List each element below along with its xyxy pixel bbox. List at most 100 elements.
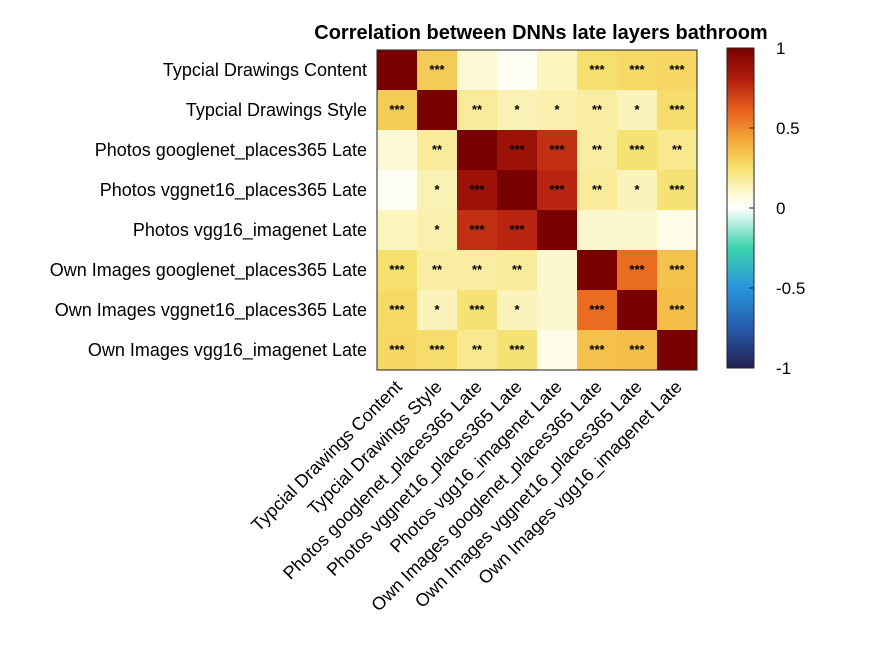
colorbar: 1 0.5 0 -0.5 -1 bbox=[726, 39, 805, 378]
significance-mark-6-3: * bbox=[514, 302, 520, 317]
heatmap-cell-6-7 bbox=[657, 290, 697, 330]
heatmap-cell-6-3 bbox=[497, 290, 537, 330]
heatmap-cell-1-5 bbox=[577, 90, 617, 130]
significance-mark-2-1: ** bbox=[432, 142, 443, 157]
significance-mark-7-5: *** bbox=[589, 342, 605, 357]
heatmap-cell-4-7 bbox=[657, 210, 697, 250]
heatmap-cell-3-4 bbox=[537, 170, 577, 210]
heatmap-cell-2-6 bbox=[617, 130, 657, 170]
heatmap-cell-4-3 bbox=[497, 210, 537, 250]
significance-mark-7-6: *** bbox=[629, 342, 645, 357]
significance-mark-1-2: ** bbox=[472, 102, 483, 117]
heatmap-cell-6-4 bbox=[537, 290, 577, 330]
significance-mark-7-3: *** bbox=[509, 342, 525, 357]
heatmap-cell-6-1 bbox=[417, 290, 457, 330]
significance-mark-3-6: * bbox=[634, 182, 640, 197]
significance-mark-6-2: *** bbox=[469, 302, 485, 317]
significance-mark-3-2: *** bbox=[469, 182, 485, 197]
heatmap-cell-4-6 bbox=[617, 210, 657, 250]
significance-mark-1-7: *** bbox=[669, 102, 685, 117]
significance-mark-2-5: ** bbox=[592, 142, 603, 157]
significance-marks: *** *** *** ****** ** * * ** * ***** *** *** ** *** **… bbox=[389, 62, 685, 357]
heatmap-cell-3-7 bbox=[657, 170, 697, 210]
heatmap-cell-7-6 bbox=[617, 330, 657, 370]
heatmap-cell-5-0 bbox=[377, 250, 417, 290]
y-tick-label: Typcial Drawings Style bbox=[186, 100, 367, 120]
heatmap-frame bbox=[376, 49, 698, 371]
significance-mark-1-4: * bbox=[554, 102, 560, 117]
heatmap-cell-4-5 bbox=[577, 210, 617, 250]
heatmap-cell-7-4 bbox=[537, 330, 577, 370]
significance-mark-0-7: *** bbox=[669, 62, 685, 77]
heatmap-cell-5-4 bbox=[537, 250, 577, 290]
heatmap-cell-3-3 bbox=[497, 170, 537, 210]
heatmap-cell-1-1 bbox=[417, 90, 457, 130]
significance-mark-7-2: ** bbox=[472, 342, 483, 357]
significance-mark-4-3: *** bbox=[509, 222, 525, 237]
heatmap-cell-3-6 bbox=[617, 170, 657, 210]
y-tick-label: Own Images googlenet_places365 Late bbox=[50, 260, 367, 281]
heatmap-cell-1-6 bbox=[617, 90, 657, 130]
significance-mark-3-5: ** bbox=[592, 182, 603, 197]
significance-mark-1-5: ** bbox=[592, 102, 603, 117]
heatmap-cell-1-2 bbox=[457, 90, 497, 130]
heatmap-cell-0-1 bbox=[417, 50, 457, 90]
heatmap-cell-1-0 bbox=[377, 90, 417, 130]
significance-mark-0-1: *** bbox=[429, 62, 445, 77]
significance-mark-2-7: ** bbox=[672, 142, 683, 157]
heatmap-cell-7-5 bbox=[577, 330, 617, 370]
significance-mark-5-7: *** bbox=[669, 262, 685, 277]
chart-title: Correlation between DNNs late layers bat… bbox=[314, 22, 767, 44]
heatmap-cell-6-6 bbox=[617, 290, 657, 330]
heatmap-cell-6-5 bbox=[577, 290, 617, 330]
significance-mark-1-3: * bbox=[514, 102, 520, 117]
heatmap-cell-3-5 bbox=[577, 170, 617, 210]
y-tick-label: Photos vgg16_imagenet Late bbox=[133, 220, 367, 241]
colorbar-tick-label: 0 bbox=[776, 199, 785, 218]
significance-mark-5-3: ** bbox=[512, 262, 523, 277]
heatmap-cell-5-1 bbox=[417, 250, 457, 290]
significance-mark-5-6: *** bbox=[629, 262, 645, 277]
heatmap-cell-0-5 bbox=[577, 50, 617, 90]
significance-mark-5-0: *** bbox=[389, 262, 405, 277]
heatmap-cell-5-5 bbox=[577, 250, 617, 290]
heatmap-cell-7-1 bbox=[417, 330, 457, 370]
significance-mark-7-1: *** bbox=[429, 342, 445, 357]
significance-mark-4-2: *** bbox=[469, 222, 485, 237]
heatmap-cell-2-0 bbox=[377, 130, 417, 170]
heatmap-cell-7-3 bbox=[497, 330, 537, 370]
colorbar-tick-label: 0.5 bbox=[776, 119, 800, 138]
significance-mark-6-7: *** bbox=[669, 302, 685, 317]
heatmap-cell-7-2 bbox=[457, 330, 497, 370]
significance-mark-6-5: *** bbox=[589, 302, 605, 317]
y-tick-label: Typcial Drawings Content bbox=[163, 60, 367, 80]
y-tick-label: Photos vggnet16_places365 Late bbox=[100, 180, 367, 201]
heatmap-cell-0-2 bbox=[457, 50, 497, 90]
heatmap-cell-5-7 bbox=[657, 250, 697, 290]
significance-mark-1-0: *** bbox=[389, 102, 405, 117]
heatmap-cell-6-0 bbox=[377, 290, 417, 330]
heatmap-cell-0-0 bbox=[377, 50, 417, 90]
significance-mark-3-1: * bbox=[434, 182, 440, 197]
heatmap-cell-7-0 bbox=[377, 330, 417, 370]
heatmap-cell-3-0 bbox=[377, 170, 417, 210]
colorbar-tick-label: -0.5 bbox=[776, 279, 805, 298]
heatmap-cell-5-6 bbox=[617, 250, 657, 290]
heatmap-cell-2-3 bbox=[497, 130, 537, 170]
significance-mark-5-1: ** bbox=[432, 262, 443, 277]
heatmap-cell-3-2 bbox=[457, 170, 497, 210]
heatmap-cell-1-3 bbox=[497, 90, 537, 130]
colorbar-tick-label: -1 bbox=[776, 359, 791, 378]
heatmap-cell-2-1 bbox=[417, 130, 457, 170]
significance-mark-2-4: *** bbox=[549, 142, 565, 157]
heatmap-cell-0-6 bbox=[617, 50, 657, 90]
y-tick-label: Own Images vgg16_imagenet Late bbox=[88, 340, 367, 361]
heatmap-cell-2-2 bbox=[457, 130, 497, 170]
heatmap-cell-4-1 bbox=[417, 210, 457, 250]
significance-mark-0-5: *** bbox=[589, 62, 605, 77]
heatmap-cell-4-2 bbox=[457, 210, 497, 250]
heatmap-cell-2-5 bbox=[577, 130, 617, 170]
heatmap-cell-6-2 bbox=[457, 290, 497, 330]
